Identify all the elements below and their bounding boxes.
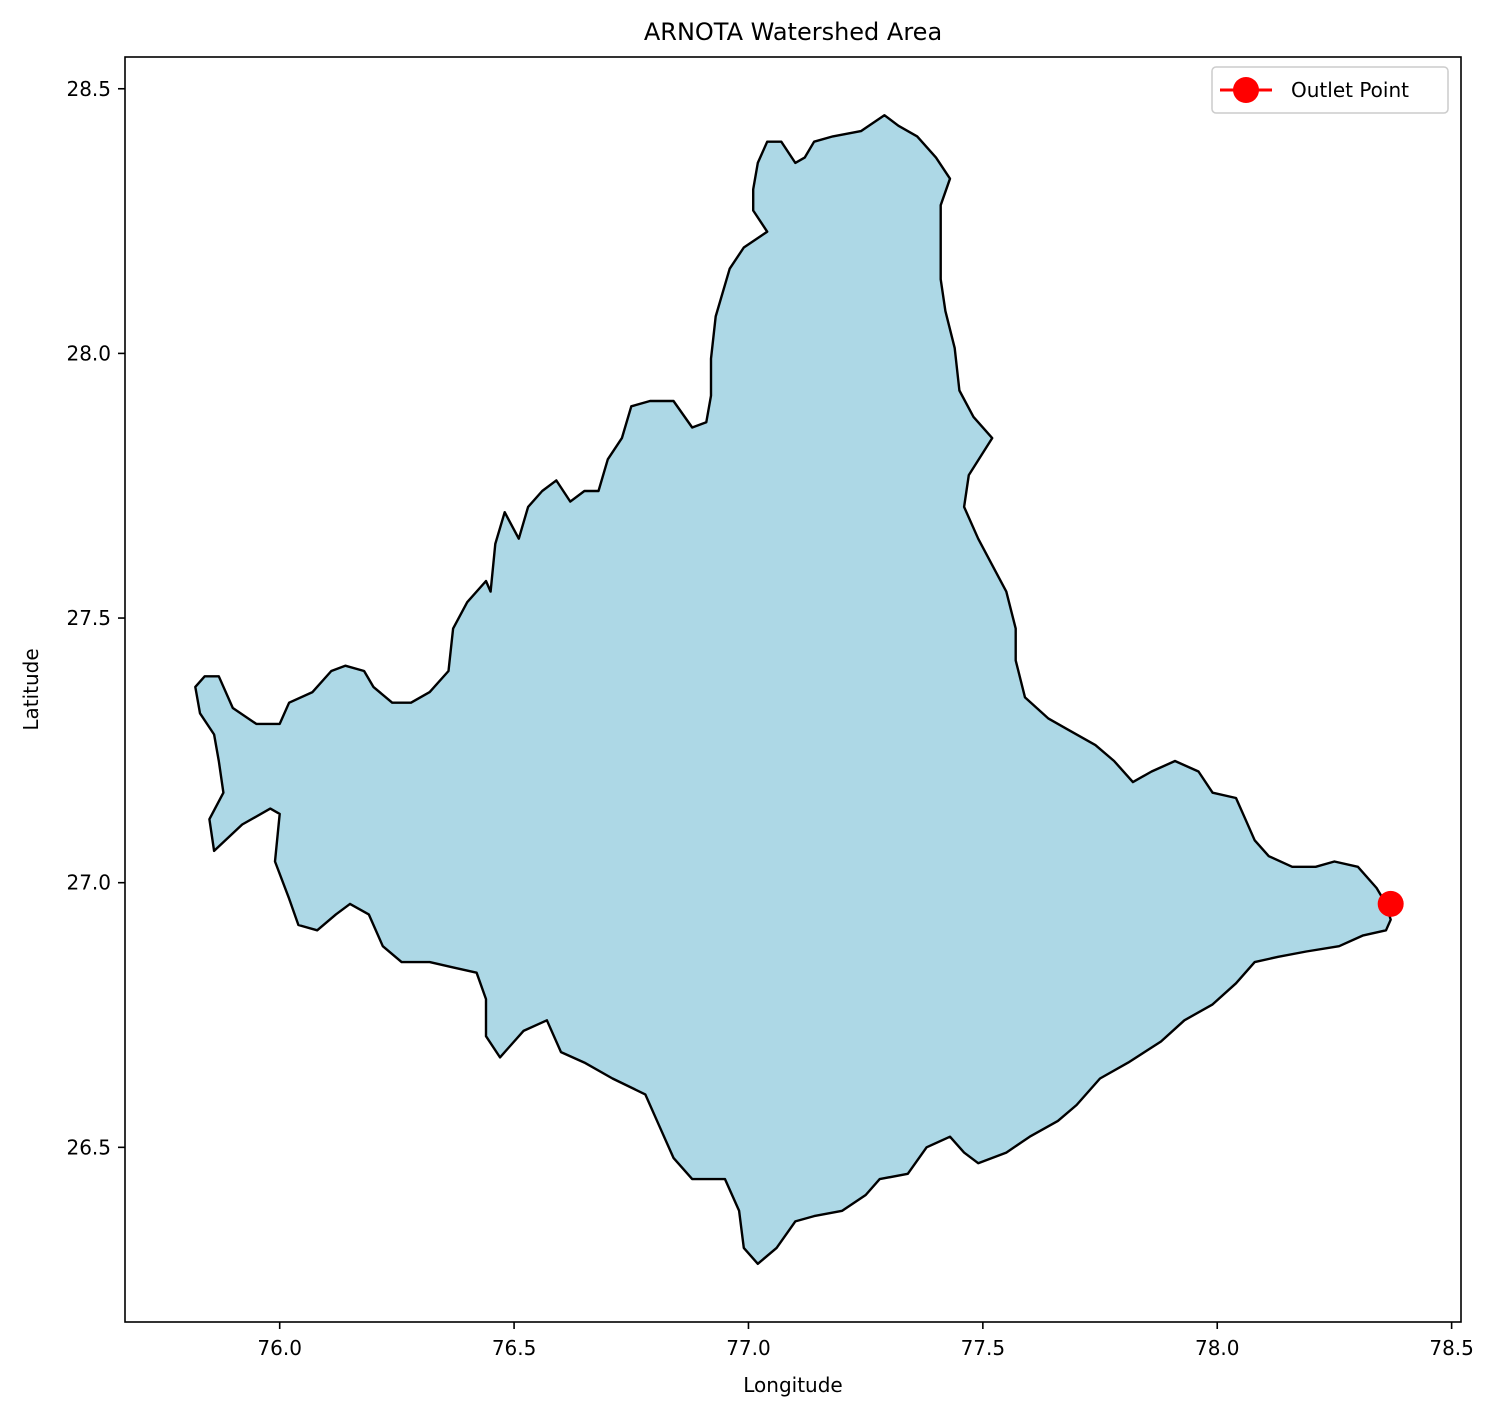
x-axis-ticks: 76.0 76.5 77.0 77.5 78.0 78.5	[257, 1322, 1474, 1360]
x-tick-label: 77.5	[961, 1336, 1006, 1360]
y-tick-label: 28.5	[66, 77, 111, 101]
y-tick-label: 27.5	[66, 606, 111, 630]
outlet-point-marker[interactable]	[1377, 890, 1404, 917]
y-axis-ticks: 26.5 27.0 27.5 28.0 28.5	[66, 77, 125, 1159]
x-tick-label: 78.0	[1195, 1336, 1240, 1360]
legend-label-outlet: Outlet Point	[1291, 78, 1409, 102]
x-tick-label: 76.5	[492, 1336, 537, 1360]
x-axis-title: Longitude	[743, 1373, 842, 1397]
legend-marker-swatch	[1233, 77, 1259, 103]
y-tick-label: 28.0	[66, 341, 111, 365]
plot-area	[194, 114, 1392, 1265]
x-tick-label: 77.0	[726, 1336, 771, 1360]
x-tick-label: 76.0	[257, 1336, 302, 1360]
legend-box	[1211, 66, 1449, 114]
y-tick-label: 26.5	[66, 1135, 111, 1159]
watershed-polygon	[194, 114, 1392, 1265]
y-tick-label: 27.0	[66, 871, 111, 895]
y-axis-title: Latitude	[19, 648, 43, 730]
chart-title: ARNOTA Watershed Area	[644, 18, 942, 46]
legend: Outlet Point	[1211, 66, 1449, 114]
axes-frame	[124, 56, 1462, 1323]
x-tick-label: 78.5	[1429, 1336, 1474, 1360]
